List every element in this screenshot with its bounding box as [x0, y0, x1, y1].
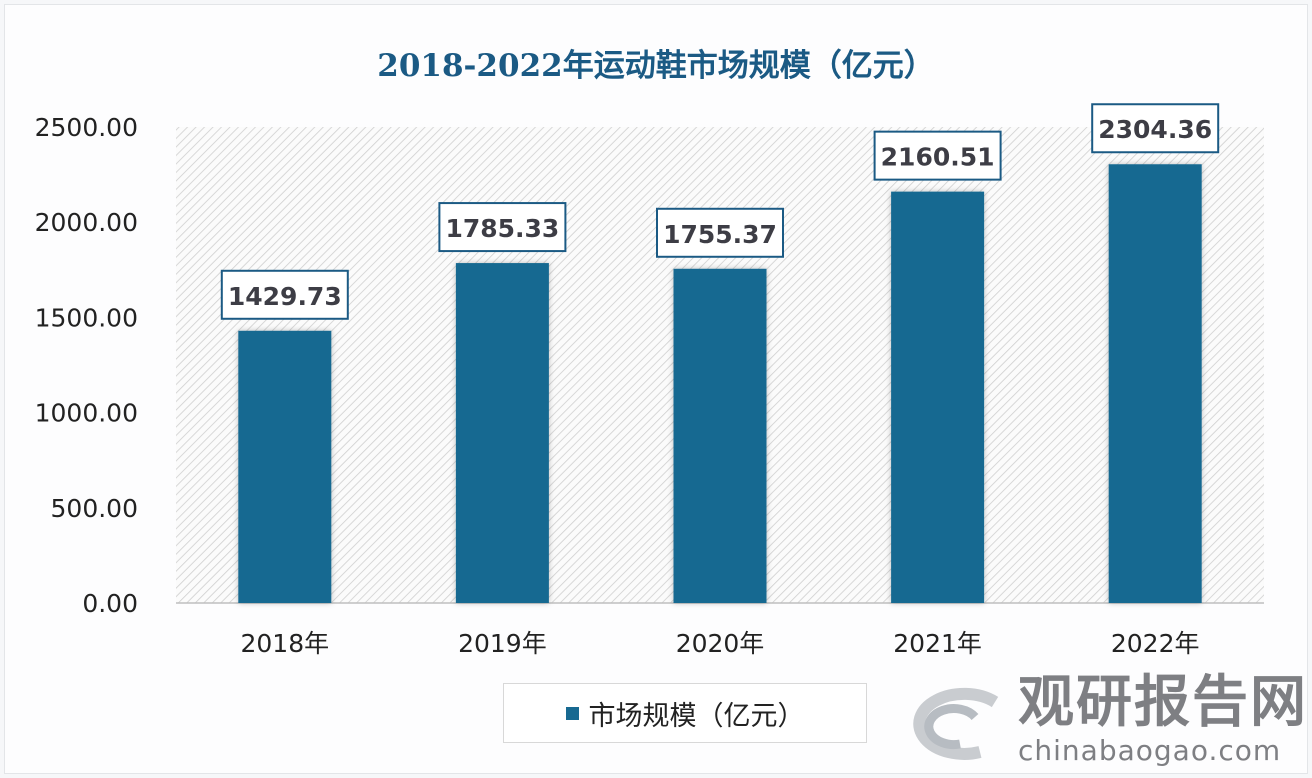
bar [673, 268, 767, 603]
chart-title: 2018-2022年运动鞋市场规模（亿元） [377, 48, 935, 84]
y-tick-label: 1000.00 [35, 399, 138, 428]
data-label-box [1091, 103, 1220, 154]
bar [455, 263, 549, 603]
y-tick-label: 500.00 [51, 494, 138, 523]
watermark-cn: 观研报告网 [1018, 670, 1308, 735]
legend-label: 市场规模（亿元） [588, 700, 805, 732]
x-tick-label: 2019年 [458, 629, 547, 658]
data-label-box [656, 207, 784, 258]
bar [1108, 164, 1202, 603]
legend-swatch [565, 706, 579, 720]
watermark-logo-icon [913, 687, 999, 760]
bar [891, 191, 985, 603]
data-label: 1785.33 [445, 214, 559, 243]
data-label: 2304.36 [1098, 115, 1212, 144]
x-tick-label: 2020年 [676, 629, 765, 658]
y-tick-label: 1500.00 [35, 303, 138, 332]
legend: 市场规模（亿元） [503, 683, 867, 743]
x-tick-label: 2021年 [893, 629, 982, 658]
bar [238, 330, 332, 603]
x-tick-label: 2022年 [1111, 629, 1200, 658]
x-tick-label: 2018年 [240, 629, 329, 658]
data-label: 1429.73 [228, 282, 342, 311]
y-tick-label: 2500.00 [35, 113, 138, 142]
data-label: 2160.51 [881, 143, 995, 172]
watermark-en: chinabaogao.com [1018, 734, 1282, 767]
y-tick-label: 2000.00 [35, 208, 138, 237]
watermark: 观研报告网 chinabaogao.com [900, 674, 1306, 770]
data-label: 1755.37 [663, 220, 777, 249]
data-label-box [873, 130, 1002, 181]
data-label-box [438, 202, 567, 253]
y-tick-label: 0.00 [82, 589, 138, 618]
data-label-box [220, 269, 349, 320]
